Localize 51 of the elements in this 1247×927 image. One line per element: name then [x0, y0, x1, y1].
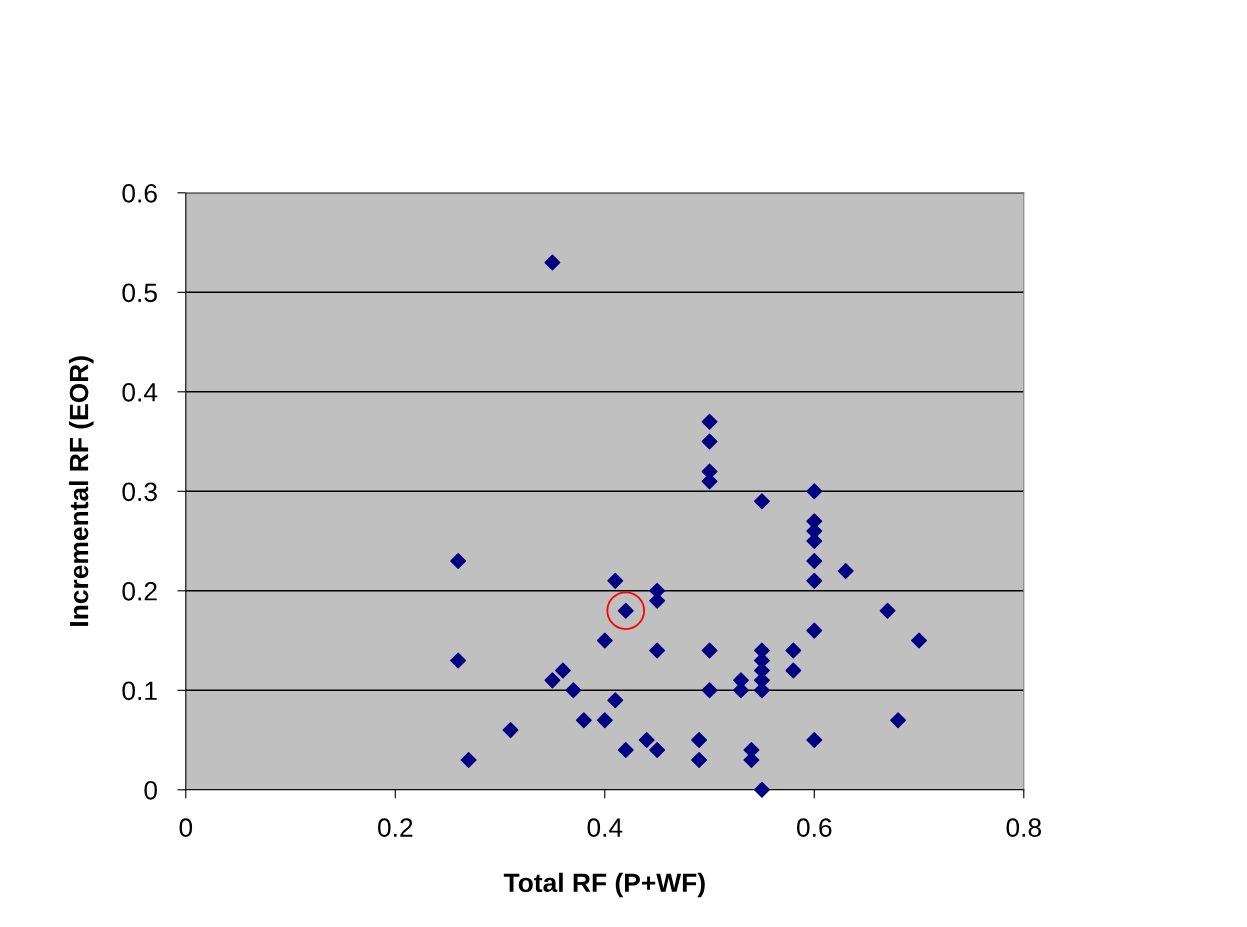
point [617, 742, 634, 758]
point [450, 652, 467, 669]
point [544, 254, 561, 271]
point [806, 552, 823, 569]
y-tick-label: 0 [144, 780, 157, 800]
point [837, 562, 854, 579]
x-tick-label: 0.6 [796, 818, 832, 837]
y-axis-title: Incremental RF (EOR) [68, 356, 94, 626]
y-tick-label: 0.4 [122, 382, 158, 402]
x-tick-label: 0 [179, 818, 193, 837]
point [596, 632, 613, 649]
point [911, 632, 928, 649]
point [806, 622, 823, 639]
y-tick-label: 0.3 [122, 482, 157, 502]
point [785, 642, 802, 659]
y-tick-label: 0.5 [122, 283, 157, 303]
x-tick-label: 0.4 [587, 818, 623, 837]
point [701, 433, 718, 450]
x-tick-label: 0.2 [377, 818, 413, 837]
point [879, 602, 896, 619]
x-axis-title: Total RF (P+WF) [503, 872, 705, 898]
y-tick-label: 0.2 [122, 581, 157, 601]
point [806, 572, 823, 589]
point [753, 781, 770, 798]
point [575, 712, 592, 729]
point [806, 732, 823, 749]
point [649, 642, 666, 659]
y-tick-label: 0.6 [122, 183, 157, 203]
point [691, 732, 708, 749]
x-tick-label: 0.8 [1006, 818, 1041, 837]
point [701, 413, 718, 430]
point [785, 662, 802, 679]
point [753, 493, 770, 510]
point [460, 751, 477, 768]
point [554, 662, 571, 679]
point [607, 692, 624, 709]
point [596, 712, 613, 729]
point [450, 552, 467, 569]
point [502, 722, 519, 739]
point [701, 642, 718, 659]
point [890, 712, 907, 729]
point [701, 682, 718, 699]
point [565, 682, 582, 699]
point [806, 483, 823, 500]
point [607, 572, 624, 589]
point [691, 751, 708, 768]
point [638, 732, 655, 749]
point [544, 672, 561, 689]
point [649, 742, 666, 758]
point [606, 591, 646, 630]
y-tick-label: 0.1 [122, 681, 157, 701]
